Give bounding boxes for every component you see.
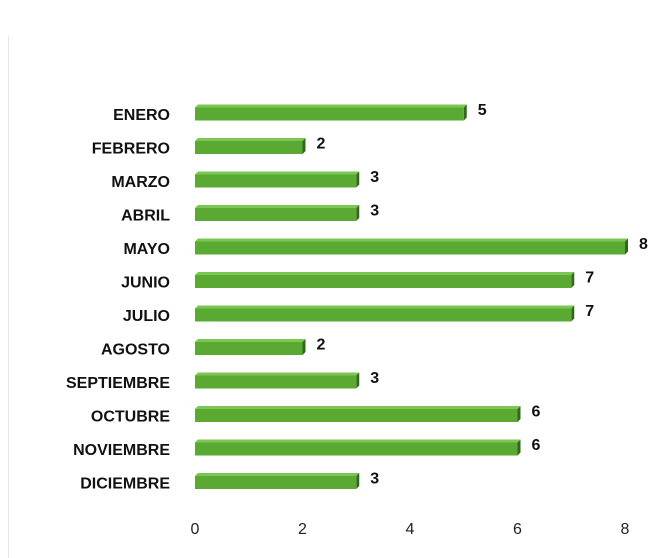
- data-label: 2: [317, 337, 326, 354]
- bar: [195, 107, 464, 121]
- data-label: 7: [585, 303, 594, 320]
- bar-top: [195, 473, 360, 476]
- bar-top: [195, 439, 521, 443]
- bar: [195, 241, 625, 255]
- data-label: 5: [478, 102, 487, 119]
- bar-top: [195, 272, 575, 275]
- data-label: 6: [532, 404, 541, 421]
- bar-side: [356, 205, 360, 221]
- bar-side: [302, 339, 306, 355]
- x-tick-label: 2: [298, 521, 307, 538]
- bar-top: [195, 339, 306, 342]
- bar-top: [195, 406, 521, 409]
- y-tick-label: MAYO: [123, 241, 170, 258]
- bar-side: [517, 439, 521, 456]
- y-tick-label: ENERO: [113, 107, 170, 124]
- data-label: 3: [370, 370, 379, 387]
- bar-top: [195, 205, 360, 208]
- y-tick-label: OCTUBRE: [91, 409, 170, 426]
- data-label: 3: [370, 203, 379, 220]
- x-tick-label: 0: [191, 521, 200, 538]
- data-label: 8: [639, 236, 648, 253]
- bar-side: [571, 305, 575, 322]
- bar: [195, 375, 357, 389]
- bar-side: [302, 138, 306, 154]
- bar-top: [195, 372, 360, 376]
- x-tick-label: 6: [513, 521, 522, 538]
- y-tick-label: AGOSTO: [101, 342, 170, 359]
- bar-side: [625, 238, 628, 255]
- bar: [195, 275, 572, 288]
- data-label: 6: [532, 437, 541, 454]
- bar: [195, 342, 303, 355]
- y-tick-label: NOVIEMBRE: [73, 442, 170, 459]
- bar-top: [195, 171, 360, 175]
- bar-top: [195, 138, 306, 141]
- data-label: 2: [317, 136, 326, 153]
- bar-top: [195, 104, 467, 108]
- y-tick-label: SEPTIEMBRE: [66, 375, 170, 392]
- bar: [195, 141, 303, 154]
- bar: [195, 442, 518, 456]
- data-label: 7: [585, 270, 594, 287]
- bar-side: [356, 473, 360, 489]
- x-tick-label: 4: [406, 521, 415, 538]
- bar: [195, 174, 357, 188]
- bar-side: [356, 372, 360, 389]
- bar-top: [195, 305, 575, 309]
- bar: [195, 208, 357, 221]
- bar: [195, 308, 572, 322]
- y-tick-label: MARZO: [111, 174, 170, 191]
- bar-side: [356, 171, 360, 188]
- bar-side: [517, 406, 521, 422]
- y-tick-label: JUNIO: [121, 275, 170, 292]
- bar-side: [571, 272, 575, 288]
- y-tick-label: FEBRERO: [92, 141, 170, 158]
- y-tick-label: ABRIL: [121, 208, 170, 225]
- y-tick-label: DICIEMBRE: [80, 476, 170, 493]
- data-label: 3: [370, 471, 379, 488]
- bar: [195, 409, 518, 422]
- x-tick-label: 8: [621, 521, 630, 538]
- bar: [195, 476, 357, 489]
- y-tick-label: JULIO: [123, 308, 170, 325]
- data-label: 3: [370, 169, 379, 186]
- bar-side: [463, 104, 467, 121]
- bar-top: [195, 238, 628, 242]
